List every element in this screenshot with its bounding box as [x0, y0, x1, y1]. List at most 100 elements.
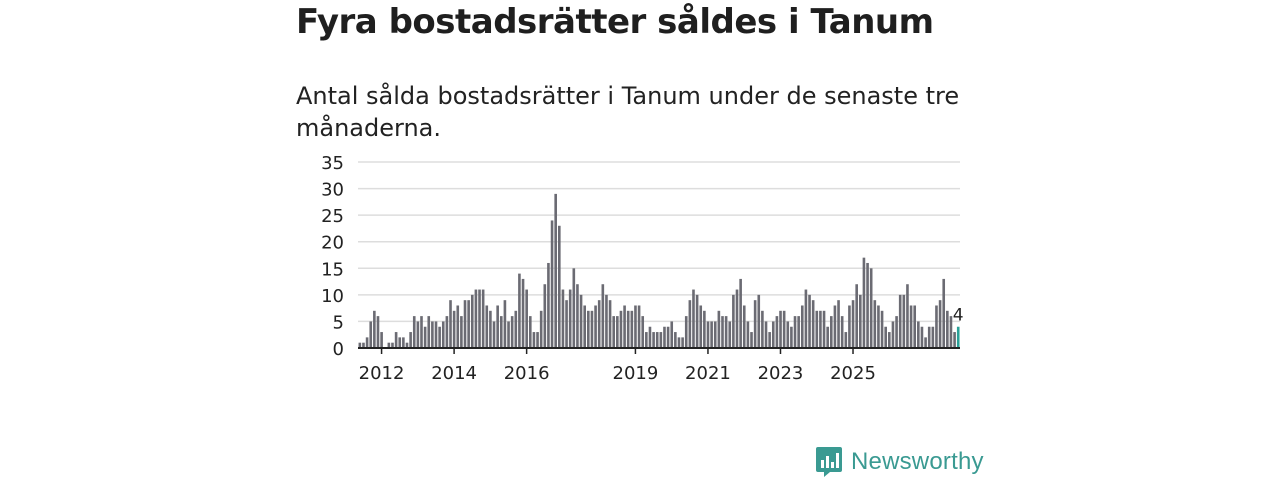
bar	[670, 321, 674, 348]
bar	[931, 326, 935, 348]
bar	[888, 332, 891, 348]
bar	[684, 316, 688, 348]
bar	[630, 310, 634, 348]
bar	[949, 316, 953, 348]
bar	[750, 332, 753, 348]
bar	[412, 316, 416, 348]
y-tick-label: 20	[321, 233, 344, 254]
bar	[387, 342, 391, 348]
bar	[717, 310, 721, 348]
bar	[532, 332, 536, 348]
bar	[438, 326, 441, 348]
bar	[481, 289, 485, 348]
bar	[623, 305, 626, 348]
bar	[728, 321, 732, 348]
bar	[499, 316, 503, 348]
bar	[666, 326, 670, 348]
bar	[605, 294, 608, 348]
bar	[373, 310, 376, 348]
bar	[797, 316, 800, 348]
bar	[521, 278, 525, 348]
bar	[554, 193, 557, 348]
x-tick-label: 2014	[431, 363, 477, 384]
bar	[518, 273, 521, 348]
bar	[869, 268, 873, 348]
bar	[663, 326, 666, 348]
x-tick-label: 2025	[830, 363, 876, 384]
bar	[652, 332, 655, 348]
bar	[880, 310, 884, 348]
bar	[815, 310, 819, 348]
bar	[394, 332, 398, 348]
bar	[811, 300, 815, 348]
data-label: 4	[953, 306, 964, 326]
bar	[844, 332, 848, 348]
bar	[902, 294, 906, 348]
bar	[655, 332, 659, 348]
bar	[489, 310, 492, 348]
bar	[753, 300, 757, 348]
bar	[452, 310, 456, 348]
bar	[906, 284, 909, 348]
bar	[938, 300, 942, 348]
bar	[895, 316, 898, 348]
bar	[721, 316, 724, 348]
bar	[398, 337, 402, 348]
bar	[873, 300, 877, 348]
bar	[648, 326, 652, 348]
bar	[427, 316, 431, 348]
bar	[732, 294, 735, 348]
bar	[848, 305, 851, 348]
bar	[800, 305, 804, 348]
bar	[358, 342, 362, 348]
y-tick-label: 25	[321, 206, 344, 227]
bar	[692, 289, 695, 348]
bar	[423, 326, 427, 348]
bar	[913, 305, 917, 348]
bar	[953, 332, 956, 348]
bar	[561, 289, 565, 348]
bar	[891, 321, 895, 348]
y-tick-label: 10	[321, 286, 344, 307]
bar	[420, 316, 423, 348]
bar	[920, 326, 924, 348]
bar	[677, 337, 681, 348]
bar	[558, 225, 561, 348]
bar	[572, 268, 576, 348]
bar	[761, 310, 764, 348]
bar	[746, 321, 750, 348]
bar	[840, 316, 844, 348]
bar	[543, 284, 547, 348]
bar	[641, 316, 645, 348]
bar	[579, 294, 583, 348]
bar	[898, 294, 902, 348]
bar	[565, 300, 568, 348]
bar	[710, 321, 713, 348]
bar	[608, 300, 612, 348]
brand-name: Newsworthy	[851, 448, 984, 475]
bar	[764, 321, 768, 348]
bar	[742, 305, 746, 348]
bar	[855, 284, 858, 348]
newsworthy-brand: Newsworthy	[815, 446, 984, 478]
bar	[510, 316, 514, 348]
bar	[619, 310, 623, 348]
bar	[380, 332, 383, 348]
bar	[456, 305, 460, 348]
bar	[699, 305, 703, 348]
bar	[946, 310, 949, 348]
bar	[862, 257, 866, 348]
bar	[503, 300, 507, 348]
bar	[594, 305, 597, 348]
bar	[431, 321, 434, 348]
bar	[463, 300, 467, 348]
bar	[365, 337, 369, 348]
bar	[369, 321, 373, 348]
bar	[583, 305, 586, 348]
bar	[775, 316, 779, 348]
bar	[782, 310, 786, 348]
bar	[536, 332, 539, 348]
bar	[507, 321, 510, 348]
bar	[808, 294, 811, 348]
